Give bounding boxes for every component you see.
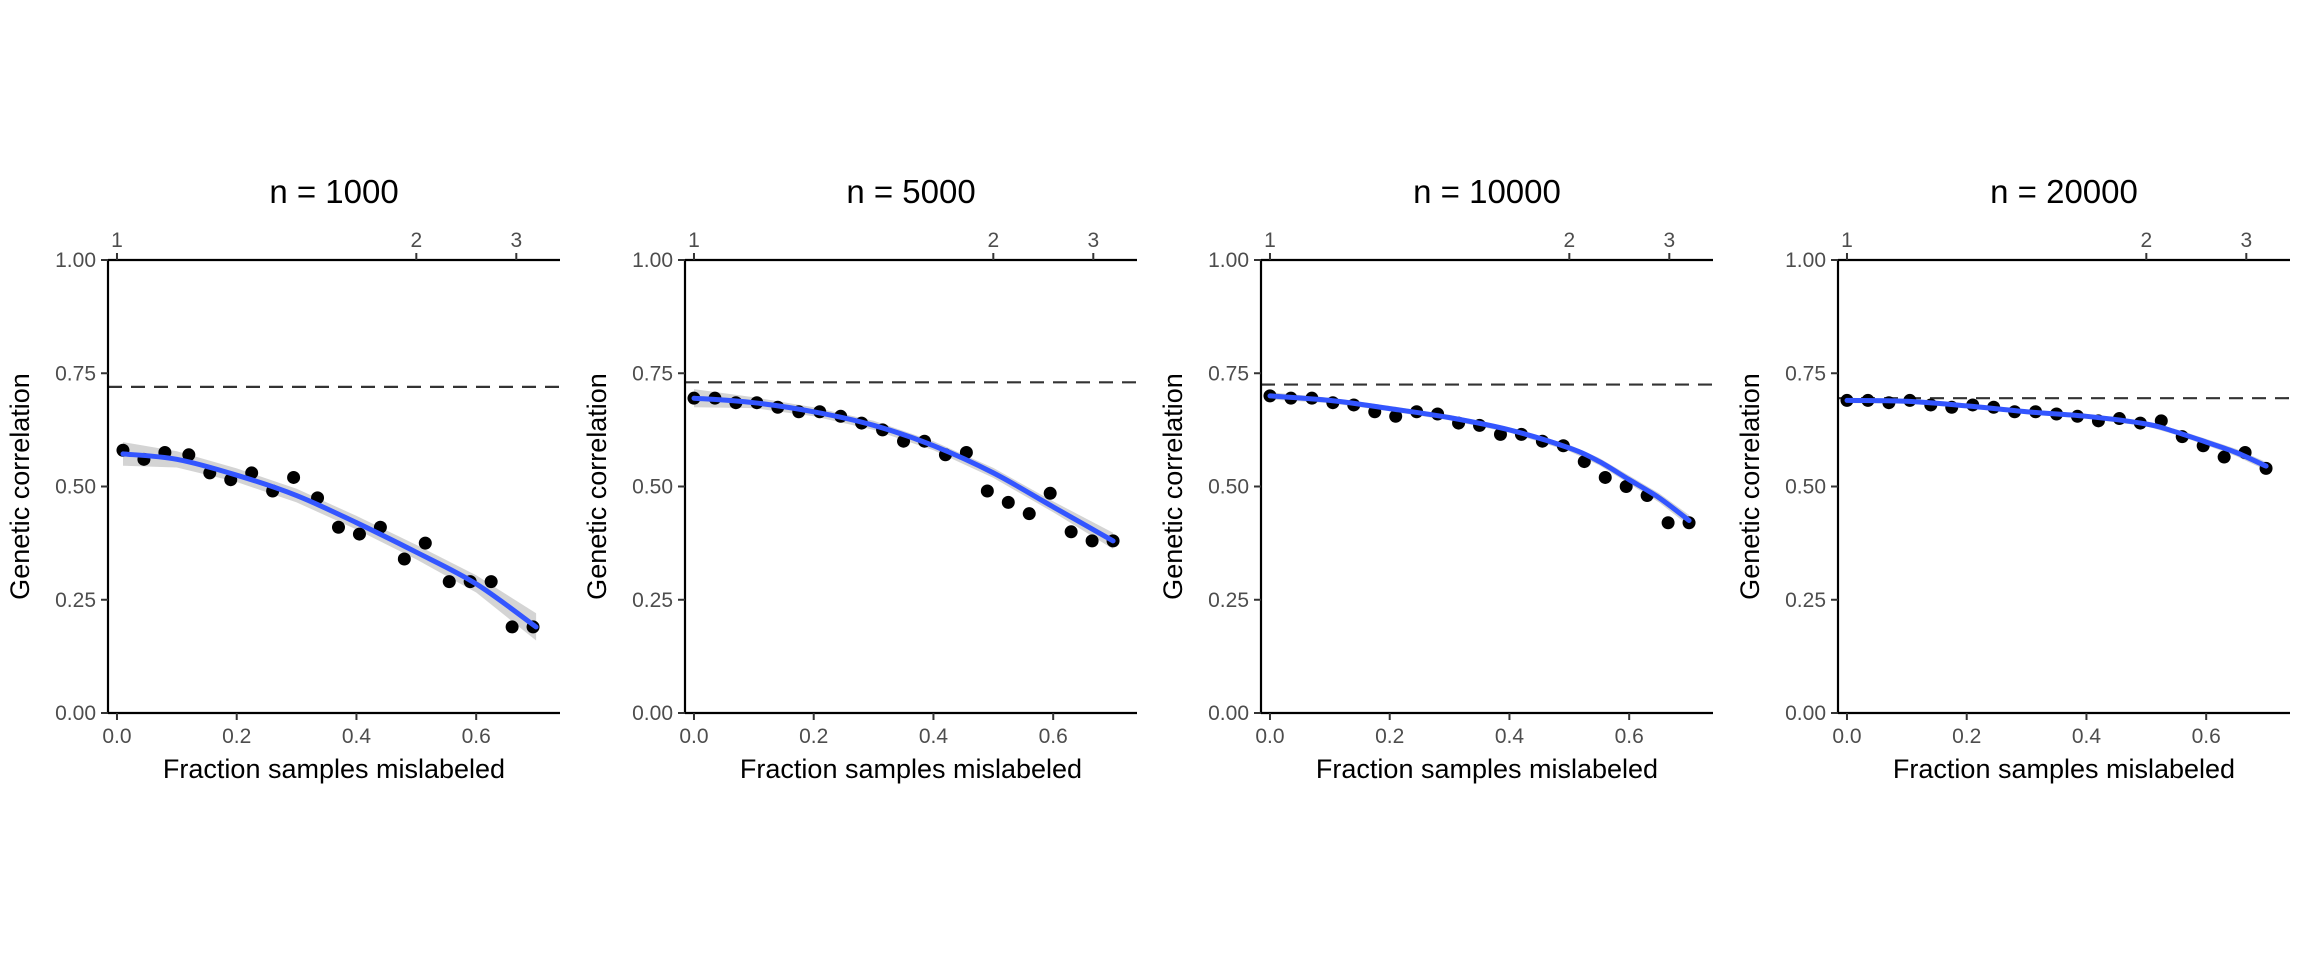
chart-panel: n = 5000 0.00 0.25 0.50 0.75 1.00 0.0 0.2 0.4 0.6… bbox=[582, 173, 1137, 784]
data-point bbox=[1001, 495, 1015, 509]
x-tick-label: 0.6 bbox=[1039, 725, 1068, 748]
fit-line bbox=[1267, 393, 1692, 523]
chart-panel: n = 1000 0.00 0.25 0.50 0.75 1.00 0.0 0.2 0.4 0.6… bbox=[5, 173, 560, 784]
data-point bbox=[442, 575, 456, 589]
data-point bbox=[1661, 516, 1675, 530]
x-tick-label: 0.2 bbox=[1375, 725, 1404, 748]
data-point bbox=[1493, 427, 1507, 441]
data-point bbox=[418, 536, 432, 550]
fit-line bbox=[691, 395, 1116, 544]
panel-title: n = 1000 bbox=[269, 173, 398, 210]
top-tick-label: 3 bbox=[2240, 229, 2252, 252]
top-tick-label: 2 bbox=[2140, 229, 2152, 252]
y-tick-label: 0.00 bbox=[1208, 702, 1249, 725]
data-point bbox=[484, 575, 498, 589]
x-tick-label: 0.0 bbox=[1255, 725, 1284, 748]
data-point bbox=[1085, 534, 1099, 548]
y-axis-title: Genetic correlation bbox=[1735, 373, 1765, 600]
y-tick-label: 0.25 bbox=[55, 589, 96, 612]
x-tick-label: 0.2 bbox=[1952, 725, 1981, 748]
x-tick-label: 0.2 bbox=[222, 725, 251, 748]
x-tick-label: 0.6 bbox=[2192, 725, 2221, 748]
x-axis-title: Fraction samples mislabeled bbox=[1893, 754, 2235, 784]
x-axis-title: Fraction samples mislabeled bbox=[163, 754, 505, 784]
top-tick-label: 2 bbox=[410, 229, 422, 252]
y-tick-label: 0.25 bbox=[1208, 589, 1249, 612]
confidence-band bbox=[1270, 392, 1690, 526]
y-tick-label: 0.00 bbox=[1785, 702, 1826, 725]
x-axis-title: Fraction samples mislabeled bbox=[1316, 754, 1658, 784]
panel-title: n = 10000 bbox=[1413, 173, 1561, 210]
data-point bbox=[1619, 480, 1633, 493]
data-point bbox=[182, 448, 196, 462]
x-tick-label: 0.6 bbox=[1615, 725, 1644, 748]
top-tick-label: 2 bbox=[987, 229, 999, 252]
y-tick-label: 1.00 bbox=[1208, 249, 1249, 272]
x-tick-label: 0.4 bbox=[919, 725, 949, 748]
y-axis-title: Genetic correlation bbox=[582, 373, 612, 600]
x-tick-label: 0.0 bbox=[679, 725, 708, 748]
top-tick-label: 3 bbox=[1087, 229, 1099, 252]
x-axis-title: Fraction samples mislabeled bbox=[740, 754, 1082, 784]
x-tick-label: 0.4 bbox=[342, 725, 372, 748]
fit-line bbox=[1844, 397, 2269, 469]
data-point bbox=[1043, 486, 1057, 500]
x-tick-label: 0.4 bbox=[1495, 725, 1525, 748]
top-tick-label: 3 bbox=[510, 229, 522, 252]
x-tick-label: 0.0 bbox=[1832, 725, 1861, 748]
data-point bbox=[505, 620, 519, 634]
top-tick-label: 2 bbox=[1563, 229, 1575, 252]
y-tick-label: 0.50 bbox=[1208, 476, 1249, 499]
top-tick-label: 1 bbox=[111, 229, 123, 252]
y-tick-label: 0.75 bbox=[632, 362, 673, 385]
data-point bbox=[352, 527, 366, 541]
confidence-band bbox=[694, 389, 1114, 549]
x-tick-label: 0.6 bbox=[462, 725, 491, 748]
chart-panel: n = 20000 0.00 0.25 0.50 0.75 1.00 0.0 0.2 0.4 0.… bbox=[1735, 173, 2290, 784]
x-tick-label: 0.4 bbox=[2072, 725, 2102, 748]
y-tick-label: 0.50 bbox=[55, 476, 96, 499]
x-tick-label: 0.0 bbox=[102, 725, 131, 748]
chart-panel: n = 10000 0.00 0.25 0.50 0.75 1.00 0.0 0.2 0.4 0.… bbox=[1158, 173, 1713, 784]
y-tick-label: 0.25 bbox=[1785, 589, 1826, 612]
y-tick-label: 0.75 bbox=[1785, 362, 1826, 385]
y-tick-label: 1.00 bbox=[55, 249, 96, 272]
y-tick-label: 0.25 bbox=[632, 589, 673, 612]
data-point bbox=[397, 552, 411, 566]
y-axis-title: Genetic correlation bbox=[5, 373, 35, 600]
data-point bbox=[1389, 409, 1403, 423]
y-tick-label: 0.50 bbox=[1785, 476, 1826, 499]
data-point bbox=[287, 470, 301, 484]
top-tick-label: 1 bbox=[1264, 229, 1276, 252]
top-tick-label: 3 bbox=[1663, 229, 1675, 252]
data-point bbox=[331, 520, 345, 534]
data-point bbox=[1022, 507, 1036, 521]
y-tick-label: 0.75 bbox=[1208, 362, 1249, 385]
confidence-band bbox=[123, 442, 537, 641]
y-tick-label: 0.00 bbox=[632, 702, 673, 725]
panel-title: n = 20000 bbox=[1990, 173, 2138, 210]
data-point bbox=[1064, 525, 1078, 539]
y-tick-label: 0.00 bbox=[55, 702, 96, 725]
data-point bbox=[1598, 470, 1612, 484]
top-tick-label: 1 bbox=[1841, 229, 1853, 252]
data-point bbox=[245, 466, 259, 480]
y-tick-label: 0.75 bbox=[55, 362, 96, 385]
top-tick-label: 1 bbox=[688, 229, 700, 252]
x-tick-label: 0.2 bbox=[799, 725, 828, 748]
y-tick-label: 1.00 bbox=[632, 249, 673, 272]
y-tick-label: 1.00 bbox=[1785, 249, 1826, 272]
data-point bbox=[2217, 450, 2231, 464]
y-tick-label: 0.50 bbox=[632, 476, 673, 499]
fit-line bbox=[120, 451, 539, 630]
data-point bbox=[980, 484, 994, 498]
y-axis-title: Genetic correlation bbox=[1158, 373, 1188, 600]
panel-title: n = 5000 bbox=[846, 173, 975, 210]
